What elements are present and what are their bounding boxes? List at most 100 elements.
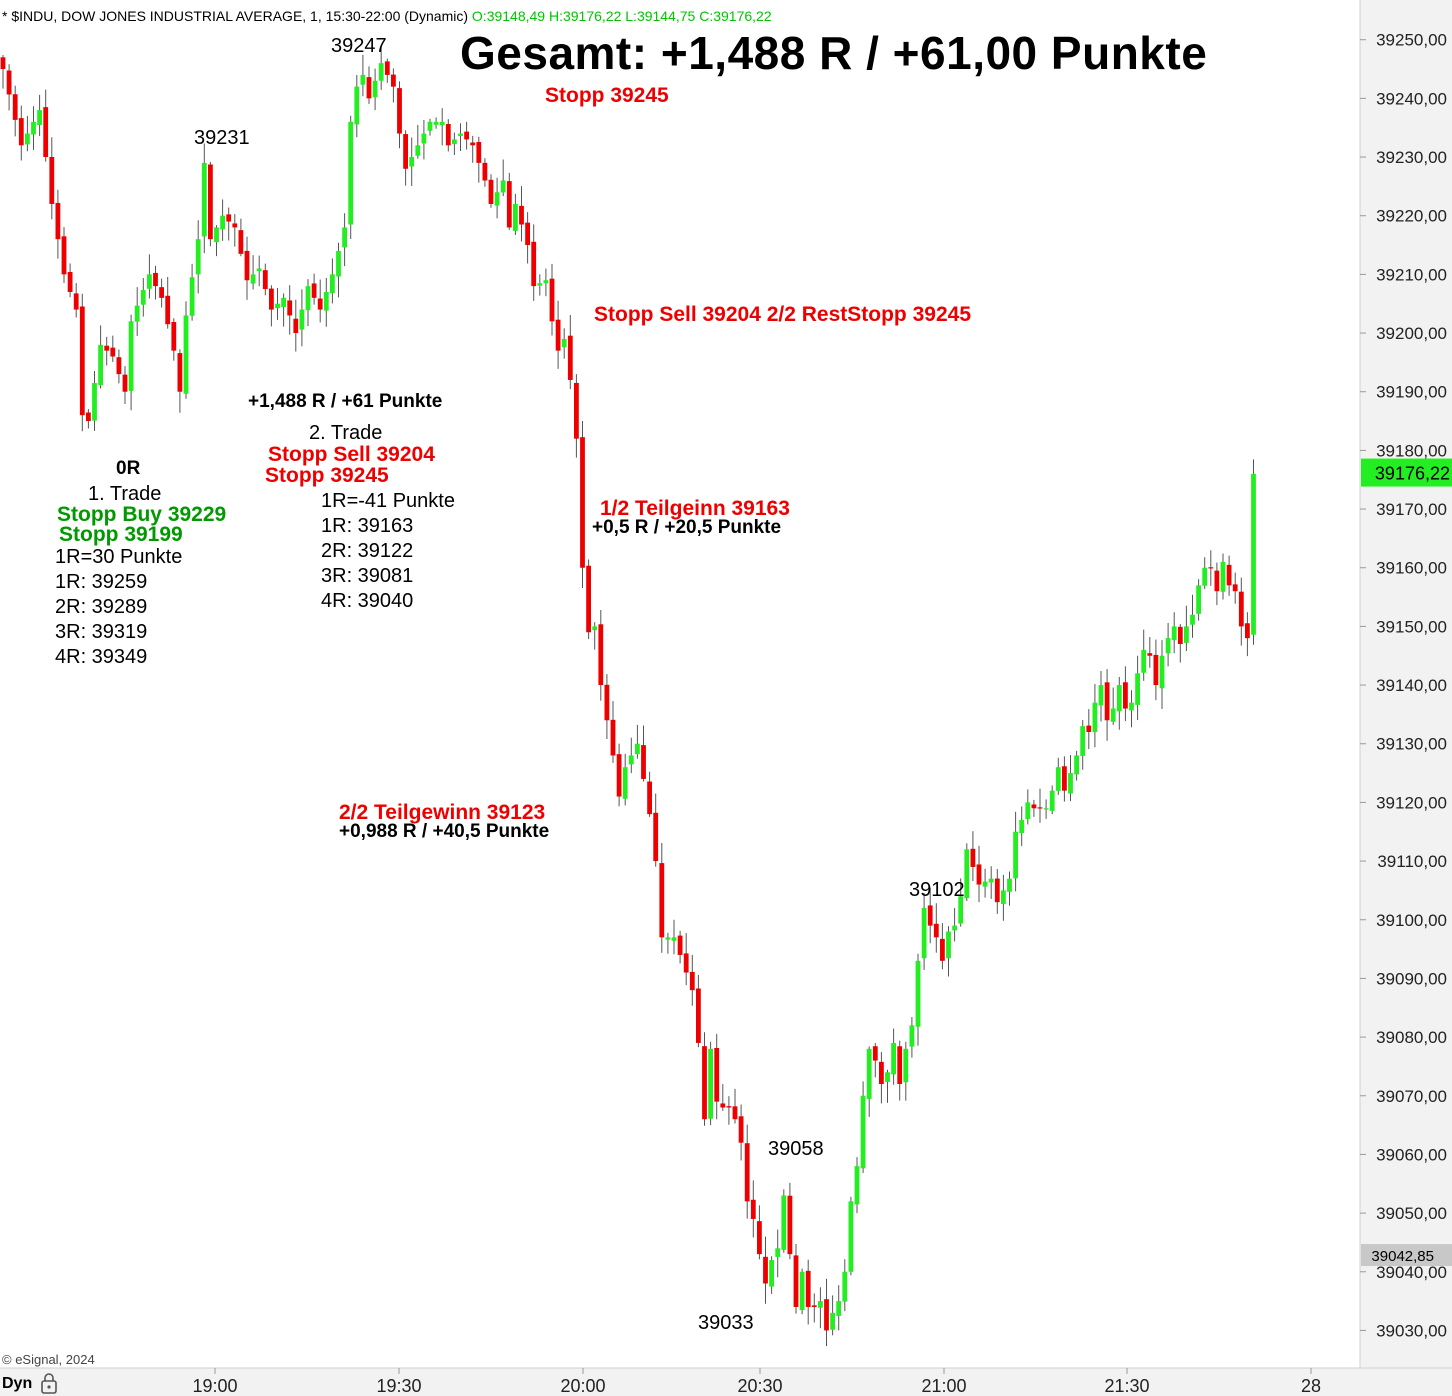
price-tick-label: 39220,00 [1376, 207, 1447, 226]
candle [37, 94, 42, 137]
candle [482, 158, 488, 187]
time-tick-label: 20:30 [737, 1376, 782, 1396]
candle [818, 1287, 823, 1329]
candles-layer [0, 46, 1256, 1347]
candle [1245, 612, 1250, 657]
candle [1074, 750, 1079, 781]
candle [580, 420, 585, 589]
candle [232, 214, 238, 247]
candle [269, 285, 274, 327]
candle [476, 136, 482, 183]
candle [1007, 871, 1012, 906]
candle [604, 674, 610, 739]
candle [171, 318, 177, 361]
candle [525, 212, 530, 264]
dyn-button[interactable]: Dyn [2, 1375, 33, 1392]
candle [952, 907, 957, 942]
price-tick-label: 39110,00 [1377, 852, 1447, 871]
candle [384, 58, 390, 83]
candle [1086, 709, 1092, 750]
candle [903, 1041, 909, 1101]
candle [73, 283, 79, 318]
candle [641, 725, 646, 782]
candle [1232, 572, 1238, 604]
candle [805, 1259, 811, 1325]
candle [98, 325, 103, 389]
time-axis[interactable] [0, 1367, 1452, 1396]
candle [976, 845, 982, 903]
candle [1019, 806, 1025, 847]
candle [458, 123, 463, 151]
sum-r-label: +1,488 R / +61 Punkte [248, 391, 443, 412]
candle [659, 842, 665, 953]
candle [897, 1040, 903, 1101]
time-tick-label: 28 [1301, 1376, 1321, 1396]
candle [6, 64, 12, 111]
trade1-line-4: 3R: 39319 [55, 621, 148, 643]
candle [25, 115, 30, 152]
candle [1141, 629, 1147, 681]
candle [738, 1104, 744, 1161]
candle [415, 124, 421, 159]
candle [1123, 666, 1128, 722]
candle [67, 263, 73, 298]
candle [305, 279, 311, 327]
candle [854, 1157, 860, 1214]
price-tick-label: 39200,00 [1376, 324, 1447, 343]
candle [1013, 811, 1018, 892]
candle [342, 213, 347, 267]
price-tick-label: 39180,00 [1376, 441, 1447, 460]
candle [464, 121, 469, 150]
trade2-line-2: 1R: 39163 [321, 515, 414, 537]
candle [677, 930, 683, 964]
partial2-label: 2/2 Teilgewinn 39123 [339, 801, 546, 824]
candle [872, 1043, 878, 1078]
candle [1092, 684, 1098, 748]
candle [183, 301, 189, 399]
candle [214, 225, 219, 257]
candle [1037, 788, 1043, 823]
candle [134, 287, 140, 336]
candle [708, 1041, 713, 1126]
candle [689, 954, 695, 1006]
candle [128, 314, 134, 411]
trade2-line-1: 1R=-41 Punkte [321, 490, 455, 512]
candle [226, 207, 232, 241]
price-tick-label: 39080,00 [1376, 1028, 1447, 1047]
price-tick-label: 39140,00 [1376, 676, 1447, 695]
candle [537, 274, 543, 296]
candle [683, 933, 689, 986]
candle [1220, 553, 1226, 600]
low-39058-label: 39058 [768, 1138, 824, 1160]
candle [866, 1046, 872, 1117]
total-result-label: Gesamt: +1,488 R / +61,00 Punkte [460, 27, 1208, 79]
candle [317, 279, 323, 323]
price-tick-label: 39150,00 [1376, 617, 1447, 636]
last-price-marker: 39176,22 [1361, 458, 1452, 487]
candle [586, 559, 591, 640]
candle [1080, 720, 1086, 770]
candle [1208, 550, 1214, 586]
candle [433, 117, 439, 129]
candle [354, 74, 360, 138]
candle [616, 743, 622, 807]
trade1-stop: Stopp 39199 [59, 523, 183, 546]
candle [628, 737, 634, 774]
symbol-title: * $INDU, DOW JONES INDUSTRIAL AVERAGE, 1… [2, 8, 469, 24]
candle [1196, 579, 1201, 621]
candle [445, 119, 451, 152]
candle [775, 1229, 781, 1278]
candle [18, 105, 24, 161]
candle [1116, 676, 1122, 730]
candle [1190, 594, 1195, 638]
price-tick-label: 39050,00 [1376, 1204, 1447, 1223]
price-axis[interactable] [1359, 0, 1452, 1368]
candle [1135, 655, 1140, 721]
candle [543, 268, 549, 297]
candle [726, 1096, 732, 1125]
candle [860, 1081, 866, 1173]
lock-icon[interactable] [40, 1372, 58, 1394]
candle [1159, 640, 1165, 710]
candle [470, 135, 476, 163]
